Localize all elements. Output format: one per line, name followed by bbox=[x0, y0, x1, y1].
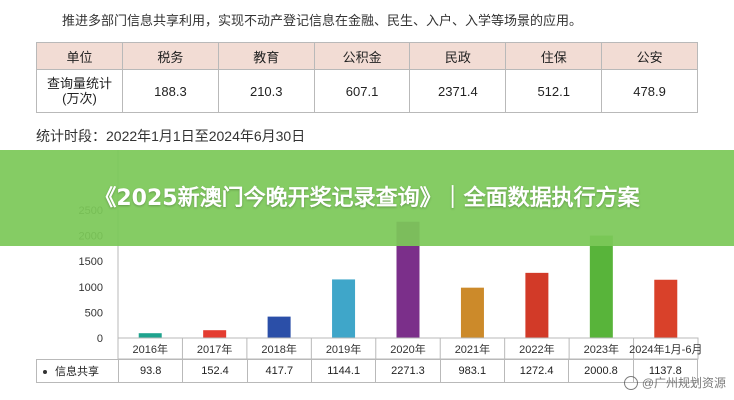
table-header-row: 单位 税务 教育 公积金 民政 住保 公安 bbox=[36, 42, 698, 70]
data-value-cell: 417.7 bbox=[246, 359, 312, 383]
x-tick-label: 2021年 bbox=[455, 342, 490, 356]
bar-chart: 050010001500200025002016年2017年2018年2019年… bbox=[79, 150, 702, 360]
table-cell: 2371.4 bbox=[409, 69, 507, 113]
title-banner: 《2025新澳门今晚开奖记录查询》｜全面数据执行方案 bbox=[0, 150, 734, 246]
legend-entry: 信息共享 bbox=[36, 359, 119, 383]
x-tick-label: 2023年 bbox=[584, 342, 619, 356]
watermark-text: @广州规划资源 bbox=[641, 376, 726, 390]
bar bbox=[460, 287, 484, 338]
table-header-cell: 民政 bbox=[409, 42, 507, 70]
table-header-cell: 公安 bbox=[601, 42, 698, 70]
data-row: 信息共享 93.8 152.4 417.7 1144.1 2271.3 983.1 1272… bbox=[36, 359, 699, 383]
bar bbox=[589, 235, 613, 338]
data-value-cell: 1137.8 bbox=[632, 359, 699, 383]
data-value-cell: 93.8 bbox=[117, 359, 184, 383]
weibo-icon bbox=[623, 375, 638, 390]
watermark: @广州规划资源 bbox=[623, 374, 726, 391]
table-cell: 478.9 bbox=[601, 69, 698, 113]
table-cell: 607.1 bbox=[313, 69, 411, 113]
x-tick-label: 2024年1月-6月 bbox=[629, 342, 702, 356]
x-tick-label: 2022年 bbox=[519, 342, 554, 356]
y-tick-label: 0 bbox=[97, 333, 103, 345]
table-cell: 512.1 bbox=[505, 69, 603, 113]
legend-label: 信息共享 bbox=[55, 366, 99, 378]
table-header-cell: 教育 bbox=[217, 42, 315, 70]
table-header-cell: 公积金 bbox=[313, 42, 411, 70]
x-tick-label: 2020年 bbox=[390, 342, 425, 356]
data-value-cell: 1272.4 bbox=[503, 359, 570, 383]
table-cell: 188.3 bbox=[122, 69, 219, 113]
bar bbox=[138, 333, 162, 338]
x-tick-label: 2018年 bbox=[261, 342, 296, 356]
y-tick-label: 500 bbox=[85, 307, 103, 319]
row-label-line2: (万次) bbox=[62, 91, 97, 106]
table-header-cell: 住保 bbox=[505, 42, 603, 70]
bar bbox=[203, 330, 227, 338]
data-value-cell: 983.1 bbox=[439, 359, 505, 383]
table-row-label: 查询量统计 (万次) bbox=[36, 69, 123, 113]
table-header-unit: 单位 bbox=[36, 42, 123, 70]
banner-title: 《2025新澳门今晚开奖记录查询》｜全面数据执行方案 bbox=[94, 185, 640, 211]
bar bbox=[525, 272, 549, 338]
data-value-cell: 152.4 bbox=[182, 359, 248, 383]
chart-data-table: 信息共享 93.8 152.4 417.7 1144.1 2271.3 983.1 1272… bbox=[36, 359, 699, 383]
y-tick-label: 1500 bbox=[79, 256, 103, 268]
bar bbox=[654, 279, 678, 338]
statistics-period: 统计时段：2022年1月1日至2024年6月30日 bbox=[36, 128, 306, 144]
table-header-cell: 税务 bbox=[122, 42, 219, 70]
table-row: 查询量统计 (万次) 188.3 210.3 607.1 2371.4 512.… bbox=[36, 69, 698, 113]
query-stats-table: 单位 税务 教育 公积金 民政 住保 公安 查询量统计 (万次) 188.3 2… bbox=[36, 42, 698, 113]
x-tick-label: 2017年 bbox=[197, 342, 232, 356]
bar bbox=[396, 221, 420, 338]
legend-dot-icon bbox=[43, 370, 47, 375]
data-value-cell: 2271.3 bbox=[375, 359, 441, 383]
bar bbox=[332, 279, 356, 338]
x-tick-label: 2016年 bbox=[132, 342, 167, 356]
table-cell: 210.3 bbox=[217, 69, 315, 113]
x-tick-label: 2019年 bbox=[326, 342, 361, 356]
data-value-cell: 1144.1 bbox=[310, 359, 377, 383]
y-tick-label: 1000 bbox=[79, 282, 103, 294]
intro-text: 推进多部门信息共享利用，实现不动产登记信息在金融、民生、入户、入学等场景的应用。 bbox=[62, 13, 583, 28]
row-label-line1: 查询量统计 bbox=[46, 76, 112, 91]
bar bbox=[267, 316, 291, 338]
